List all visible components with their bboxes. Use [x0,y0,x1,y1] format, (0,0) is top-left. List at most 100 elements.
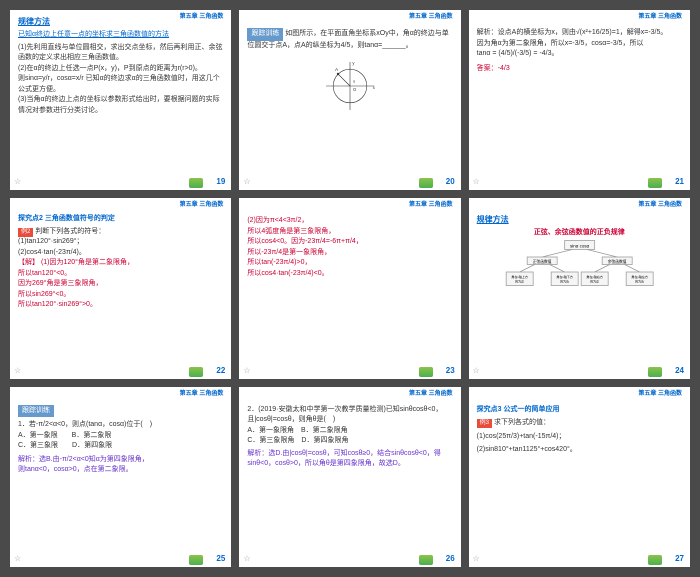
nav-icon[interactable] [419,367,433,377]
star-icon: ☆ [243,553,250,565]
slide-grid: 第五章 三角函数 规律方法 已知α终边上任意一点的坐标求三角函数值的方法 (1)… [0,0,700,577]
s23-l4: 所以-23π/4是第一象限角， [247,248,452,259]
s27-l1: (1)cos(25π/3)+tan(-15π/4)； [477,432,682,443]
point-tag: 探究点3 [477,406,502,413]
s21-l1: 解析：设点A的横坐标为x，则由√(x²+16/25)=1，解得x=-3/5。 [477,28,682,39]
example-text: 判断下列各式的符号： [35,228,105,235]
chapter-label: 第五章 三角函数 [180,13,224,22]
page-num: 20 [446,176,455,188]
svg-text:角在y轴左方: 角在y轴左方 [631,274,648,279]
nav-icon[interactable] [648,178,662,188]
s19-line2: (2)在α的终边上任选一点P(x，y)，P到原点的距离为r(r>0)。 [18,64,223,75]
svg-text:的为正: 的为正 [515,278,524,283]
point-title: 三角函数值符号的判定 [45,215,115,222]
s23-l2: 所以4弧度角是第三象限角， [247,227,452,238]
svg-text:角在x轴下方: 角在x轴下方 [556,274,573,279]
star-icon: ☆ [473,553,480,565]
s23-l6: 所以cos4·tan(-23π/4)<0。 [247,269,452,280]
svg-text:sinα cosα: sinα cosα [570,243,590,248]
nav-icon[interactable] [648,555,662,565]
s22-l5: 因为269°角是第三象限角， [18,279,223,290]
star-icon: ☆ [243,176,250,188]
slide-23: 第五章 三角函数 (2)因为π<4<3π/2， 所以4弧度角是第三象限角， 所以… [239,198,460,378]
s25-l4: 解析：选B.由-π/2<α<0知α为第四象限角， [18,455,223,466]
s27-l2: (2)sin810°+tan1125°+cos420°。 [477,445,682,456]
slide-24: 第五章 三角函数 规律方法 正弦、余弦函数值的正负规律 sinα cosα 正弦… [469,198,690,378]
page-num: 27 [675,553,684,565]
s25-l1: 1．若-π/2<α<0，则点(tanα，cosα)位于( ) [18,420,223,431]
star-icon: ☆ [14,176,21,188]
rule-subtitle: 正弦、余弦函数值的正负规律 [477,228,682,239]
svg-text:角在x轴上方: 角在x轴上方 [511,274,528,279]
slide-21: 第五章 三角函数 解析：设点A的横坐标为x，则由√(x²+16/25)=1，解得… [469,10,690,190]
method-title: 规律方法 [477,214,682,226]
nav-icon[interactable] [648,367,662,377]
chapter-label: 第五章 三角函数 [638,13,682,22]
svg-text:A: A [335,67,339,73]
method-subtitle: 已知α终边上任意一点的坐标求三角函数值的方法 [18,30,223,41]
star-icon: ☆ [473,365,480,377]
page-num: 23 [446,365,455,377]
chapter-label: 第五章 三角函数 [638,390,682,399]
nav-icon[interactable] [189,367,203,377]
svg-text:y: y [352,60,355,65]
nav-icon[interactable] [419,555,433,565]
svg-text:的为负: 的为负 [560,278,569,283]
slide-25: 第五章 三角函数 跟踪训练 1．若-π/2<α<0，则点(tanα，cosα)位… [10,387,231,567]
svg-text:的为正: 的为正 [590,278,599,283]
s22-l3: 【解】 (1)因为120°角是第二象限角， [18,258,223,269]
nav-icon[interactable] [189,178,203,188]
sign-flow-diagram: sinα cosα 正弦函数值 余弦函数值 角在x轴上方 的为正 角在x轴下方 … [477,239,682,299]
chapter-label: 第五章 三角函数 [180,201,224,210]
svg-text:正弦函数值: 正弦函数值 [532,259,551,264]
slide-26: 第五章 三角函数 2．(2019·安徽太和中学第一次教学质量检测)已知sinθc… [239,387,460,567]
practice-tag: 跟踪训练 [247,28,283,41]
page-num: 25 [216,553,225,565]
point-tag: 探究点2 [18,215,43,222]
svg-text:O: O [353,87,357,92]
page-num: 24 [675,365,684,377]
s22-l4: 所以tan120°<0。 [18,269,223,280]
page-num: 22 [216,365,225,377]
s22-l2: (2)cos4·tan(-23π/4)。 [18,248,223,259]
star-icon: ☆ [14,553,21,565]
nav-icon[interactable] [189,555,203,565]
s21-l2: 因为角α为第二象限角，所以x=-3/5，cosα=-3/5，所以 [477,39,682,50]
s19-line4: (3)当角α的终边上点的坐标以参数形式给出时，要根据问题的实际情况对参数进行分类… [18,95,223,116]
s26-l1: 2．(2019·安徽太和中学第一次教学质量检测)已知sinθcosθ<0，且|c… [247,405,452,426]
chapter-label: 第五章 三角函数 [409,201,453,210]
s19-line1: (1)先利用直线与单位圆相交，求出交点坐标，然后再利用正、余弦函数的定义求出相应… [18,43,223,64]
practice-tag: 跟踪训练 [18,405,54,418]
chapter-label: 第五章 三角函数 [180,390,224,399]
slide-20: 第五章 三角函数 跟踪训练 如图所示，在平面直角坐标系xOy中，角α的终边与单位… [239,10,460,190]
s22-l7: 所以tan120°·sin269°>0。 [18,300,223,311]
s26-l2: A．第一象限角 B．第二象限角 [247,426,452,437]
star-icon: ☆ [473,176,480,188]
s25-l3: C．第三象限 D．第四象限 [18,441,223,452]
nav-icon[interactable] [419,178,433,188]
s25-l2: A．第一象限 B．第二象限 [18,431,223,442]
example-text: 求下列各式的值： [494,419,550,426]
unit-circle-diagram: A O x y α [320,56,380,116]
s21-l3: tanα = (4/5)/(-3/5) = -4/3。 [477,49,682,60]
page-num: 19 [216,176,225,188]
star-icon: ☆ [243,365,250,377]
slide-19: 第五章 三角函数 规律方法 已知α终边上任意一点的坐标求三角函数值的方法 (1)… [10,10,231,190]
point-title: 公式一的简单应用 [504,406,560,413]
s21-answer: 答案：-4/3 [477,64,682,75]
example-tag: 例3 [477,419,492,428]
example-tag: 例2 [18,228,33,237]
chapter-label: 第五章 三角函数 [409,13,453,22]
star-icon: ☆ [14,365,21,377]
svg-text:的为负: 的为负 [635,278,644,283]
chapter-label: 第五章 三角函数 [409,390,453,399]
chapter-label: 第五章 三角函数 [638,201,682,210]
s23-l3: 所以cos4<0。因为-23π/4=-6π+π/4， [247,237,452,248]
s25-l5: 则tanα<0，cosα>0，点在第二象限。 [18,465,223,476]
s23-l1: (2)因为π<4<3π/2， [247,216,452,227]
page-num: 21 [675,176,684,188]
slide-22: 第五章 三角函数 探究点2 三角函数值符号的判定 例2 判断下列各式的符号： (… [10,198,231,378]
svg-text:角在y轴右方: 角在y轴右方 [586,274,603,279]
s26-l3: C．第三象限角 D．第四象限角 [247,436,452,447]
s23-l5: 所以tan(-23π/4)>0， [247,258,452,269]
